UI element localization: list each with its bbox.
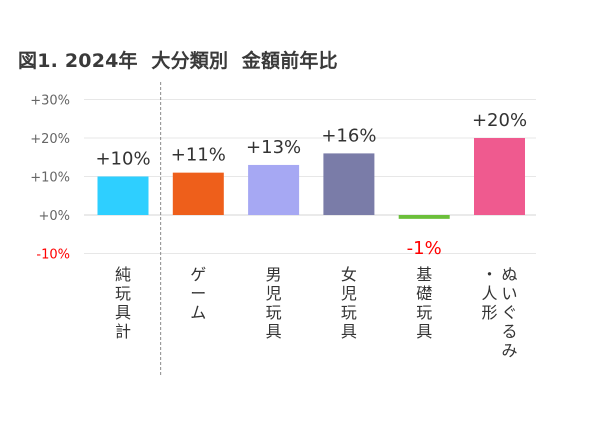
y-tick-label: +0% xyxy=(38,209,70,224)
x-category-label: 女児玩具 xyxy=(341,265,357,341)
data-label: +11% xyxy=(171,145,226,166)
bar-1 xyxy=(97,176,149,215)
chart-title: 図1. 2024年 大分類別 金額前年比 xyxy=(18,50,338,72)
data-label: +16% xyxy=(321,125,376,146)
data-label: +10% xyxy=(95,149,150,170)
bar-2 xyxy=(172,172,224,215)
y-tick-label: +20% xyxy=(30,132,70,147)
y-tick-label: +10% xyxy=(30,171,70,186)
data-label: +13% xyxy=(246,137,301,158)
bar-5 xyxy=(398,215,450,219)
x-category-label: 純玩具計 xyxy=(115,265,131,341)
data-label: +20% xyxy=(472,110,527,131)
x-category-label: ・人形 xyxy=(481,265,497,322)
x-category-label: 基礎玩具 xyxy=(416,265,432,341)
y-tick-label: -10% xyxy=(36,248,70,263)
x-category-label: ぬいぐるみ xyxy=(501,265,517,360)
bar-3 xyxy=(248,164,300,215)
data-label: -1% xyxy=(407,238,442,259)
bar-4 xyxy=(323,153,375,215)
bar-6 xyxy=(474,138,525,215)
x-category-label: ゲーム xyxy=(190,265,206,322)
y-tick-label: +30% xyxy=(30,94,70,109)
x-category-label: 男児玩具 xyxy=(266,265,282,341)
